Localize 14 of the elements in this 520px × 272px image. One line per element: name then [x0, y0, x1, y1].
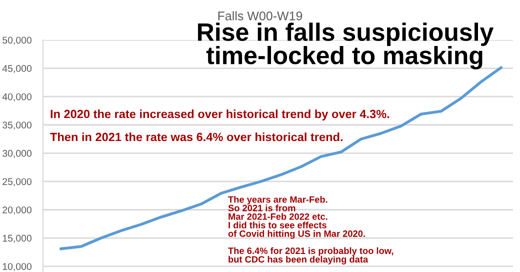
annotation: The years are Mar-Feb. So 2021 is from Mar 2021-Feb 2022 etc. I did this to see effects of Covid hitting US in Mar 2020. The 6.4% for 2021 is probably too low, but CDC has been delaying data — [228, 196, 394, 264]
annotation: Rise in falls suspiciously time-locked to masking — [198, 22, 494, 70]
y-tick-label: 20,000 — [2, 206, 32, 215]
y-tick-label: 30,000 — [2, 150, 32, 158]
annotation: Then in 2021 the rate was 6.4% over historical trend. — [50, 132, 342, 142]
y-tick-label: 25,000 — [2, 178, 32, 186]
y-tick-label: 35,000 — [2, 122, 32, 130]
y-tick-label: 50,000 — [2, 36, 32, 45]
y-tick-label: 40,000 — [2, 93, 32, 102]
y-tick-label: 15,000 — [2, 234, 32, 243]
chart-title: Falls W00-W19 — [218, 11, 302, 20]
y-tick-label: 45,000 — [2, 65, 32, 74]
y-tick-label: 10,000 — [2, 263, 32, 272]
annotation: In 2020 the rate increased over historical trend by over 4.3%. — [50, 110, 390, 120]
